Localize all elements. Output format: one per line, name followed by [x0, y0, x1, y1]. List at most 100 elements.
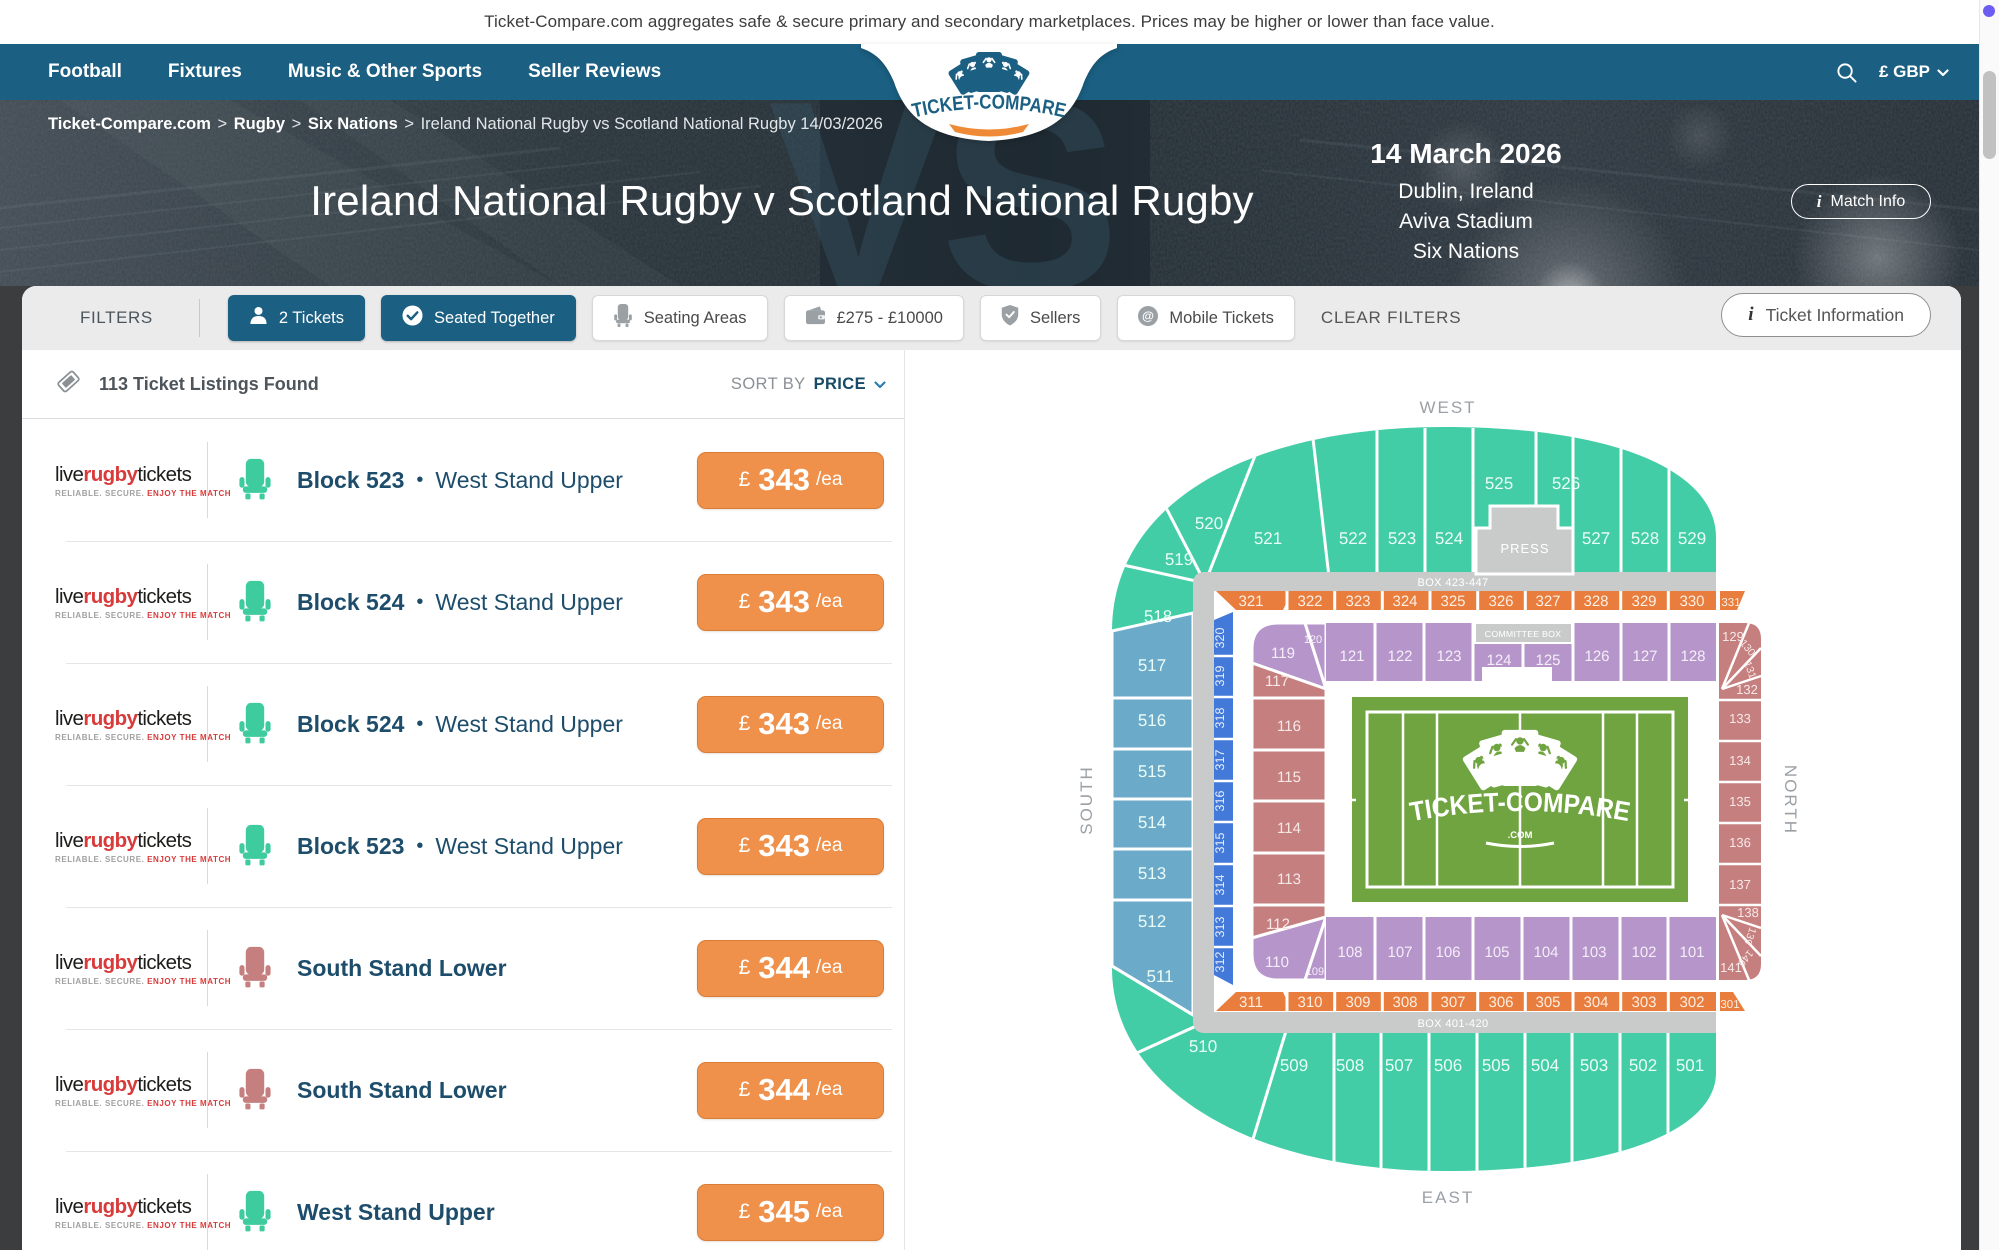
map-section-508[interactable]: 508	[1336, 1056, 1364, 1075]
map-section-138[interactable]: 138	[1737, 905, 1759, 920]
map-section-319[interactable]: 319	[1213, 666, 1227, 687]
map-section-110[interactable]: 110	[1265, 954, 1289, 971]
map-section-107[interactable]: 107	[1387, 944, 1412, 961]
map-section-321[interactable]: 321	[1238, 593, 1263, 610]
map-section-141[interactable]: 141	[1720, 960, 1742, 975]
map-section-103[interactable]: 103	[1581, 944, 1606, 961]
price-button[interactable]: £344/ea	[697, 1061, 884, 1119]
listing-row[interactable]: liverugbytickets RELIABLE. SECURE. ENJOY …	[22, 1151, 904, 1250]
listing-row[interactable]: liverugbytickets RELIABLE. SECURE. ENJOY …	[22, 907, 904, 1029]
price-button[interactable]: £343/ea	[697, 451, 884, 509]
map-section-132[interactable]: 132	[1736, 682, 1758, 697]
map-section-314[interactable]: 314	[1213, 875, 1227, 896]
map-section-301[interactable]: 301	[1720, 999, 1739, 1011]
map-section-509[interactable]: 509	[1280, 1056, 1308, 1075]
listing-row[interactable]: liverugbytickets RELIABLE. SECURE. ENJOY …	[22, 785, 904, 907]
map-section-114[interactable]: 114	[1277, 820, 1301, 837]
filter-sellers[interactable]: Sellers	[979, 295, 1102, 341]
price-button[interactable]: £343/ea	[697, 695, 884, 753]
map-section-523[interactable]: 523	[1388, 529, 1416, 548]
scrollbar-thumb[interactable]	[1983, 71, 1996, 159]
map-section-513[interactable]: 513	[1138, 864, 1166, 883]
map-section-512[interactable]: 512	[1138, 912, 1166, 931]
map-section-123[interactable]: 123	[1436, 648, 1461, 665]
listing-row[interactable]: liverugbytickets RELIABLE. SECURE. ENJOY …	[22, 1029, 904, 1151]
map-section-526[interactable]: 526	[1552, 474, 1580, 493]
map-section-330[interactable]: 330	[1679, 593, 1704, 610]
map-section-119[interactable]: 119	[1271, 645, 1295, 662]
map-section-529[interactable]: 529	[1678, 529, 1706, 548]
map-section-323[interactable]: 323	[1345, 593, 1370, 610]
map-section-316[interactable]: 316	[1213, 791, 1227, 812]
map-section-104[interactable]: 104	[1533, 944, 1558, 961]
map-section-101[interactable]: 101	[1679, 944, 1704, 961]
price-button[interactable]: £343/ea	[697, 817, 884, 875]
map-section-116[interactable]: 116	[1277, 718, 1301, 735]
listing-row[interactable]: liverugbytickets RELIABLE. SECURE. ENJOY …	[22, 663, 904, 785]
map-section-315[interactable]: 315	[1213, 833, 1227, 854]
page-scrollbar[interactable]	[1979, 0, 1999, 1250]
map-section-502[interactable]: 502	[1629, 1056, 1657, 1075]
map-section-126[interactable]: 126	[1584, 648, 1609, 665]
map-committee-label[interactable]: COMMITTEE BOX	[1485, 629, 1561, 639]
map-section-121[interactable]: 121	[1339, 648, 1364, 665]
currency-selector[interactable]: £ GBP	[1879, 62, 1949, 82]
map-section-324[interactable]: 324	[1392, 593, 1417, 610]
map-section-520[interactable]: 520	[1195, 514, 1223, 533]
map-section-302[interactable]: 302	[1679, 994, 1704, 1011]
map-section-124[interactable]: 124	[1486, 652, 1511, 669]
filter-seated-together[interactable]: Seated Together	[380, 295, 576, 341]
filter-tickets[interactable]: 2 Tickets	[227, 295, 365, 341]
map-section-117[interactable]: 117	[1265, 673, 1289, 690]
map-section-524[interactable]: 524	[1435, 529, 1463, 548]
price-button[interactable]: £343/ea	[697, 573, 884, 631]
map-section-106[interactable]: 106	[1435, 944, 1460, 961]
map-section-518[interactable]: 518	[1144, 607, 1172, 626]
map-section-305[interactable]: 305	[1535, 994, 1560, 1011]
map-section-515[interactable]: 515	[1138, 762, 1166, 781]
map-section-133[interactable]: 133	[1729, 711, 1751, 726]
listing-row[interactable]: liverugbytickets RELIABLE. SECURE. ENJOY …	[22, 419, 904, 541]
filter-price-range[interactable]: £275 - £10000	[783, 295, 964, 341]
price-button[interactable]: £344/ea	[697, 939, 884, 997]
sort-control[interactable]: SORT BY PRICE	[731, 375, 886, 394]
map-section-304[interactable]: 304	[1583, 994, 1608, 1011]
match-info-button[interactable]: i Match Info	[1791, 184, 1931, 219]
map-section-320[interactable]: 320	[1213, 628, 1227, 649]
map-section-507[interactable]: 507	[1385, 1056, 1413, 1075]
nav-item-seller-reviews[interactable]: Seller Reviews	[528, 61, 662, 82]
map-section-311[interactable]: 311	[1239, 994, 1263, 1011]
map-section-331[interactable]: 331	[1721, 597, 1740, 609]
map-section-109[interactable]: 109	[1306, 966, 1324, 978]
filter-seating-areas[interactable]: Seating Areas	[591, 295, 768, 341]
breadcrumb-link[interactable]: Six Nations	[307, 115, 398, 133]
map-section-328[interactable]: 328	[1583, 593, 1608, 610]
map-section-105[interactable]: 105	[1484, 944, 1509, 961]
map-section-115[interactable]: 115	[1277, 769, 1301, 786]
map-section-506[interactable]: 506	[1434, 1056, 1462, 1075]
nav-item-football[interactable]: Football	[48, 61, 122, 82]
map-section-517[interactable]: 517	[1138, 656, 1166, 675]
search-icon[interactable]	[1836, 62, 1857, 83]
map-section-504[interactable]: 504	[1531, 1056, 1559, 1075]
map-section-129[interactable]: 129	[1722, 629, 1744, 644]
map-section-308[interactable]: 308	[1392, 994, 1417, 1011]
map-section-313[interactable]: 313	[1213, 917, 1227, 938]
map-section-307[interactable]: 307	[1440, 994, 1465, 1011]
map-section-127[interactable]: 127	[1632, 648, 1657, 665]
map-section-326[interactable]: 326	[1488, 593, 1513, 610]
map-section-511[interactable]: 511	[1146, 967, 1173, 986]
map-box-top-label[interactable]: BOX 423-447	[1417, 577, 1488, 589]
map-section-510[interactable]: 510	[1189, 1037, 1217, 1056]
breadcrumb-link[interactable]: Rugby	[233, 115, 286, 133]
map-press-label[interactable]: PRESS	[1500, 541, 1549, 556]
stadium-map[interactable]: TICKET-COMPARE.COM5015025035045055065075…	[1060, 380, 1870, 1240]
map-section-134[interactable]: 134	[1729, 753, 1751, 768]
map-box-bottom-label[interactable]: BOX 401-420	[1417, 1018, 1488, 1030]
filter-mobile-tickets[interactable]: @ Mobile Tickets	[1117, 295, 1295, 341]
map-section-514[interactable]: 514	[1138, 813, 1166, 832]
map-section-516[interactable]: 516	[1138, 711, 1166, 730]
clear-filters-button[interactable]: CLEAR FILTERS	[1320, 308, 1462, 327]
map-section-525[interactable]: 525	[1485, 474, 1513, 493]
map-section-327[interactable]: 327	[1535, 593, 1560, 610]
